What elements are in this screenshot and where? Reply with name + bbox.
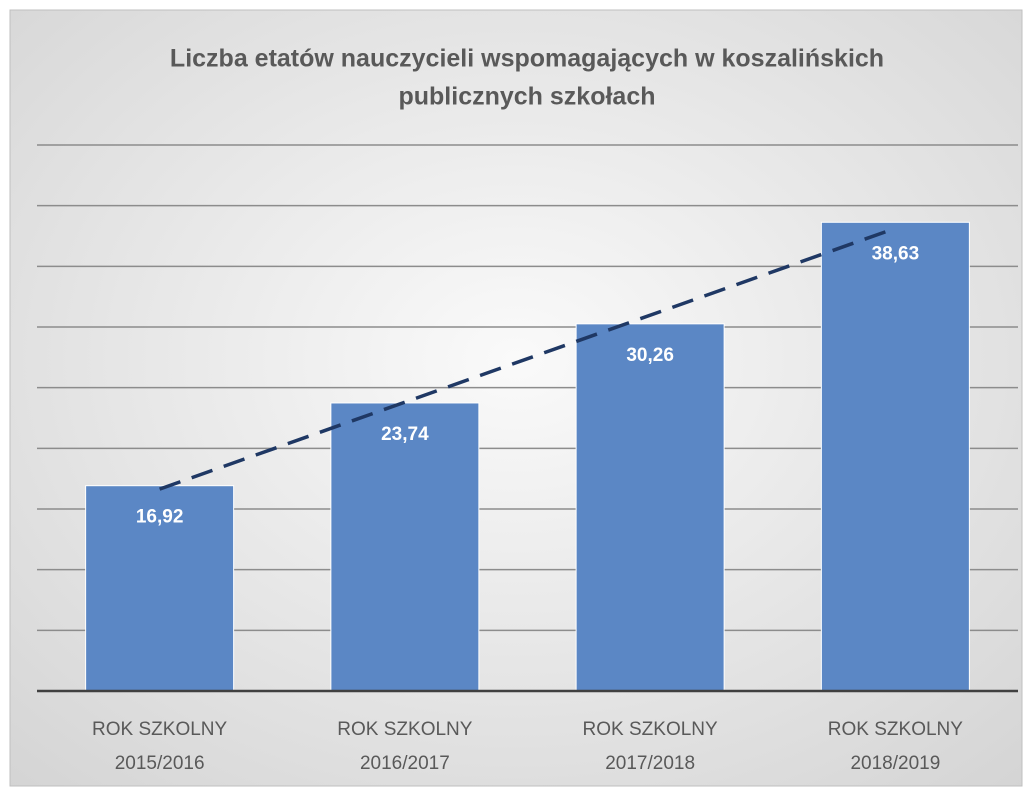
x-tick-label: ROK SZKOLNY: [337, 719, 472, 740]
data-label: 16,92: [136, 507, 184, 528]
data-label: 23,74: [381, 424, 429, 445]
data-label: 30,26: [626, 345, 674, 366]
chart-title: Liczba etatów nauczycieli wspomagających…: [170, 45, 884, 73]
trendline: [159, 226, 896, 491]
bar: [575, 323, 725, 692]
x-tick-label: ROK SZKOLNY: [92, 719, 227, 740]
x-tick-label: 2018/2019: [850, 753, 940, 774]
data-label: 38,63: [872, 243, 920, 264]
x-tick-label: ROK SZKOLNY: [583, 719, 718, 740]
chart-title: publicznych szkołach: [398, 83, 655, 111]
bar: [330, 402, 480, 692]
x-tick-label: ROK SZKOLNY: [828, 719, 963, 740]
bar: [820, 221, 970, 692]
x-tick-label: 2016/2017: [360, 753, 450, 774]
x-tick-label: 2017/2018: [605, 753, 695, 774]
bar: [85, 485, 235, 692]
x-tick-label: 2015/2016: [115, 753, 205, 774]
